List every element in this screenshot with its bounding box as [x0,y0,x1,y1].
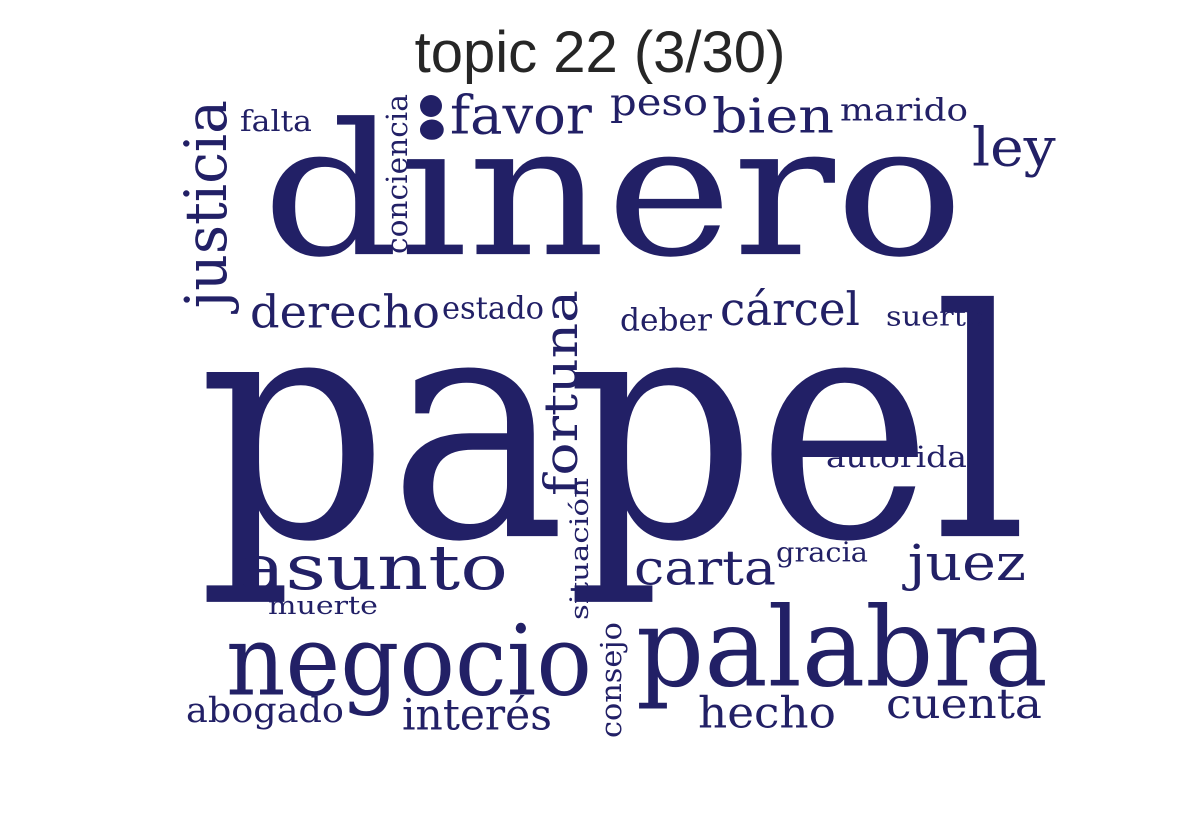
word-deber: deber [620,303,712,339]
word-papel: papel [198,244,1028,612]
word-situación: situación [564,478,594,620]
word-peso: peso [610,81,708,125]
word-derecho: derecho [250,286,440,338]
word-muerte: muerte [268,590,378,620]
word-asunto: asunto [238,532,508,604]
word-gracia: gracia [776,536,868,568]
word-hecho: hecho [698,689,836,738]
word-juez: juez [901,534,1026,592]
word-estado: estado [442,291,544,326]
word-suerte: suerte [886,300,984,332]
word-negocio: negocio [226,605,592,718]
word-cárcel: cárcel [720,282,860,336]
word-marido: marido [840,92,968,128]
chart-title: topic 22 (3/30) [414,20,786,85]
word-ley: ley [972,116,1056,178]
word-favor: favor [450,84,592,146]
word-consejo: consejo [595,622,629,738]
word-autoridad: autoridad [826,441,988,475]
word-abogado: abogado [186,691,344,731]
word-justicia: justicia [172,100,240,314]
word-fortuna: fortuna [534,290,588,496]
word-cuenta: cuenta [886,681,1042,728]
dot-mark [420,95,442,117]
word-falta: falta [240,105,312,139]
word-conciencia: conciencia [380,94,414,254]
word-carta: carta [634,541,776,596]
word-bien: bien [712,89,834,144]
word-palabra: palabra [636,585,1048,712]
word-dinero: dinero [262,84,964,297]
word-interés: interés [402,692,552,741]
